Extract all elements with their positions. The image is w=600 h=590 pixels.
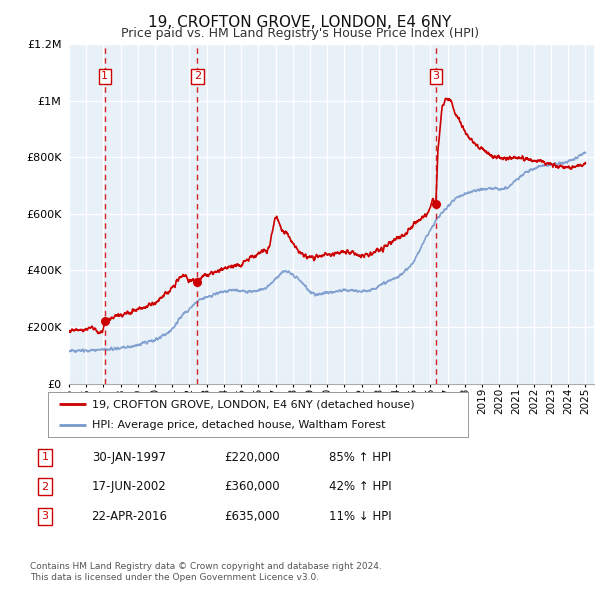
Text: Price paid vs. HM Land Registry's House Price Index (HPI): Price paid vs. HM Land Registry's House …	[121, 27, 479, 40]
Text: £220,000: £220,000	[224, 451, 280, 464]
Text: HPI: Average price, detached house, Waltham Forest: HPI: Average price, detached house, Walt…	[92, 419, 386, 430]
Text: 19, CROFTON GROVE, LONDON, E4 6NY (detached house): 19, CROFTON GROVE, LONDON, E4 6NY (detac…	[92, 399, 415, 409]
Text: 19, CROFTON GROVE, LONDON, E4 6NY: 19, CROFTON GROVE, LONDON, E4 6NY	[148, 15, 452, 30]
Text: £360,000: £360,000	[224, 480, 280, 493]
Text: 30-JAN-1997: 30-JAN-1997	[92, 451, 166, 464]
Text: 1: 1	[101, 71, 109, 81]
Text: 1: 1	[41, 453, 49, 462]
Text: 2: 2	[41, 482, 49, 491]
Text: 11% ↓ HPI: 11% ↓ HPI	[329, 510, 391, 523]
Text: 3: 3	[41, 512, 49, 521]
Text: £635,000: £635,000	[224, 510, 280, 523]
Text: 85% ↑ HPI: 85% ↑ HPI	[329, 451, 391, 464]
Text: 17-JUN-2002: 17-JUN-2002	[92, 480, 166, 493]
Text: 22-APR-2016: 22-APR-2016	[91, 510, 167, 523]
Text: 3: 3	[433, 71, 439, 81]
Text: Contains HM Land Registry data © Crown copyright and database right 2024.
This d: Contains HM Land Registry data © Crown c…	[30, 562, 382, 582]
Text: 42% ↑ HPI: 42% ↑ HPI	[329, 480, 391, 493]
Text: 2: 2	[194, 71, 201, 81]
